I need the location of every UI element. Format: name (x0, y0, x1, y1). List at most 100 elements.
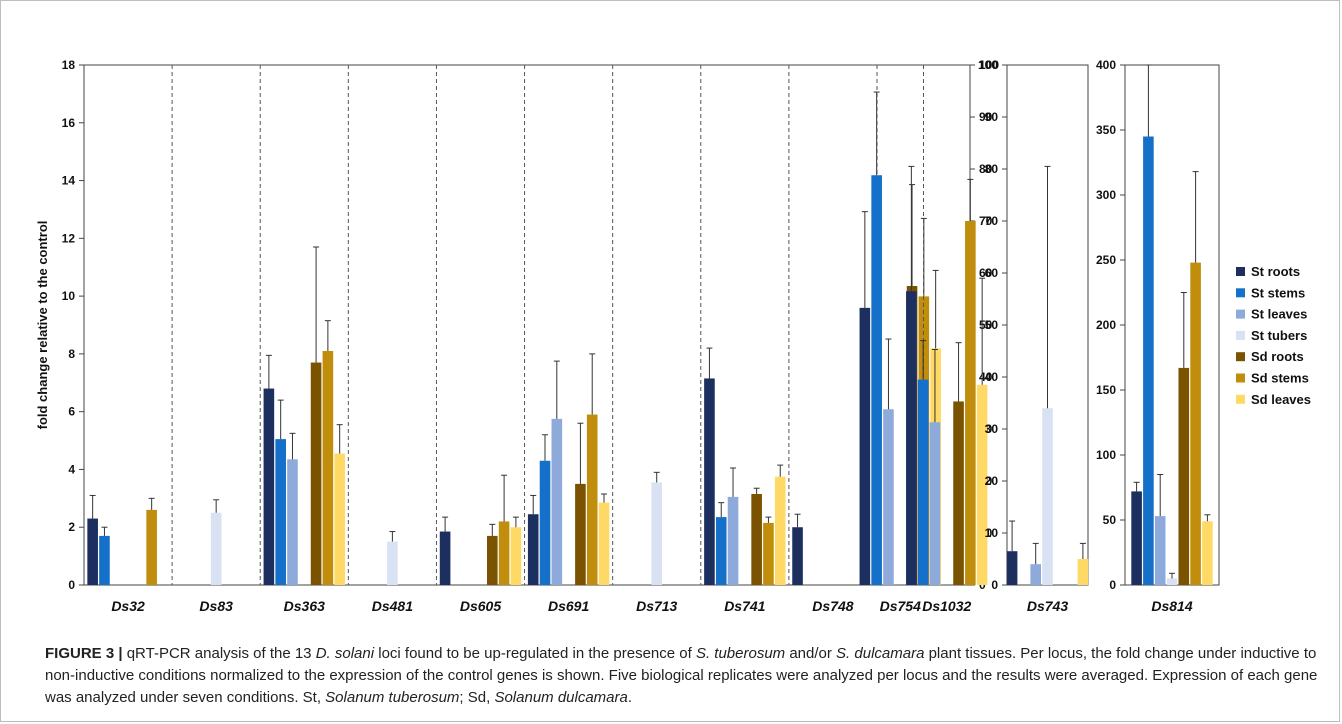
caption-figure-label: FIGURE 3 | (45, 645, 123, 662)
bar-ds748-st-roots (792, 527, 803, 585)
y-tick-label: 250 (1096, 253, 1116, 267)
bar-ds691-st-roots (527, 514, 539, 585)
bar-ds743-sd-leaves (1077, 559, 1089, 585)
bar-ds741-sd-roots (751, 494, 762, 585)
bar-ds814-st-stems (1143, 136, 1154, 585)
bar-ds741-sd-leaves (774, 476, 786, 585)
bar-ds363-sd-stems (322, 351, 334, 585)
y-tick-label: 60 (979, 266, 993, 280)
y-tick-label: 16 (62, 116, 76, 130)
y-tick-label: 8 (68, 347, 75, 361)
y-tick-label: 0 (991, 578, 998, 592)
caption-text: D. solani (315, 645, 375, 662)
legend-label: Sd leaves (1251, 392, 1311, 407)
y-tick-label: 0 (1109, 578, 1116, 592)
bar-ds741-st-leaves (727, 496, 739, 585)
caption-text: . (627, 689, 633, 706)
y-tick-label: 10 (62, 289, 76, 303)
legend-label: St leaves (1251, 307, 1307, 322)
bar-ds1032-sd-roots (953, 401, 964, 585)
y-tick-label: 90 (985, 110, 999, 124)
caption-text: loci found to be up-regulated in the pre… (374, 645, 696, 662)
bar-ds1032-st-stems (917, 379, 929, 585)
x-category-label: Ds32 (111, 598, 145, 614)
bar-ds814-sd-stems (1190, 262, 1201, 585)
legend-label: St stems (1251, 285, 1305, 300)
legend-swatch (1236, 267, 1245, 276)
y-tick-label: 30 (985, 422, 999, 436)
y-tick-label: 4 (68, 462, 75, 476)
x-category-label: Ds363 (284, 598, 325, 614)
bar-ds754-st-stems (871, 175, 882, 586)
bar-ds741-st-roots (704, 378, 715, 585)
bar-ds741-sd-stems (763, 522, 774, 585)
bar-ds1032-sd-stems (965, 221, 976, 585)
bar-ds83-st-tubers (210, 512, 222, 585)
x-category-label: Ds713 (636, 598, 677, 614)
qrt-pcr-bar-chart: 0 2 4 6 8 10 12 14 16 18 Ds32 Ds83 Ds363 Ds481 Ds605 Ds… (35, 58, 1311, 614)
bar-ds1032-st-leaves (929, 422, 941, 585)
bar-ds32-sd-stems (146, 509, 157, 585)
bar-ds363-sd-leaves (334, 453, 345, 585)
bar-ds814-sd-leaves (1202, 521, 1213, 585)
y-tick-label: 300 (1096, 188, 1116, 202)
bar-ds691-sd-stems (586, 414, 598, 585)
bar-ds713-st-tubers (651, 482, 663, 585)
y-tick-label: 350 (1096, 123, 1116, 137)
legend-swatch (1236, 288, 1245, 298)
y-tick-label: 14 (62, 174, 76, 188)
y-tick-label: 0 (68, 578, 75, 592)
legend-swatch (1236, 352, 1245, 362)
bar-ds481-st-tubers (387, 541, 398, 585)
y-tick-label: 20 (985, 474, 999, 488)
bar-ds691-st-leaves (551, 418, 563, 585)
figure-caption: FIGURE 3 | qRT-PCR analysis of the 13 D.… (45, 643, 1325, 709)
y-tick-label: 40 (985, 370, 999, 384)
bar-ds691-sd-leaves (598, 502, 610, 585)
y-tick-label: 70 (979, 214, 993, 228)
bar-ds741-st-stems (715, 517, 727, 585)
caption-text: and/or (785, 645, 837, 662)
y-tick-label: 90 (979, 110, 993, 124)
bar-ds605-st-roots (439, 531, 451, 585)
x-category-label: Ds741 (724, 598, 765, 614)
caption-text: ; Sd, (459, 689, 495, 706)
bar-ds363-sd-roots (310, 362, 322, 585)
bar-ds691-sd-roots (575, 483, 586, 585)
y-tick-label: 100 (978, 58, 998, 72)
x-category-label: Ds481 (372, 598, 413, 614)
x-category-label: Ds83 (199, 598, 233, 614)
x-category-label: Ds814 (1151, 598, 1192, 614)
bar-ds605-sd-leaves (510, 527, 522, 585)
chart-panel: 0 2 4 6 8 10 12 14 16 18 Ds32 Ds83 Ds363 Ds481 Ds605 Ds… (62, 58, 877, 614)
caption-text: S. dulcamara (836, 645, 925, 662)
bar-ds691-st-stems (539, 460, 551, 585)
bar-ds743-st-leaves (1030, 564, 1041, 585)
caption-text: S. tuberosum (695, 645, 786, 662)
y-tick-label: 10 (985, 526, 999, 540)
bar-ds814-st-tubers (1166, 578, 1178, 585)
bar-ds363-st-stems (275, 439, 286, 585)
bar-ds754-st-roots (859, 307, 871, 585)
bar-ds743-st-tubers (1042, 408, 1053, 585)
caption-text: plant tissues. Per locus, the fold chang… (45, 645, 1318, 706)
y-tick-label: 150 (1096, 383, 1116, 397)
y-tick-label: 2 (68, 520, 75, 534)
x-category-label: Ds748 (812, 598, 853, 614)
legend-label: St roots (1251, 264, 1300, 279)
y-tick-label: 80 (979, 162, 993, 176)
y-axis-title: fold change relative to the control (35, 221, 50, 430)
y-tick-label: 60 (985, 266, 999, 280)
y-tick-label: 50 (1103, 513, 1117, 527)
x-category-label: Ds605 (460, 598, 501, 614)
bar-ds32-st-stems (99, 535, 110, 585)
x-category-label: Ds743 (1027, 598, 1068, 614)
bar-ds605-sd-roots (487, 535, 498, 585)
legend-swatch (1236, 330, 1245, 340)
legend-swatch (1236, 394, 1245, 404)
x-category-label: Ds1032 (922, 598, 971, 614)
y-tick-label: 80 (985, 162, 999, 176)
bar-ds32-st-roots (87, 518, 98, 585)
y-tick-label: 70 (985, 214, 999, 228)
